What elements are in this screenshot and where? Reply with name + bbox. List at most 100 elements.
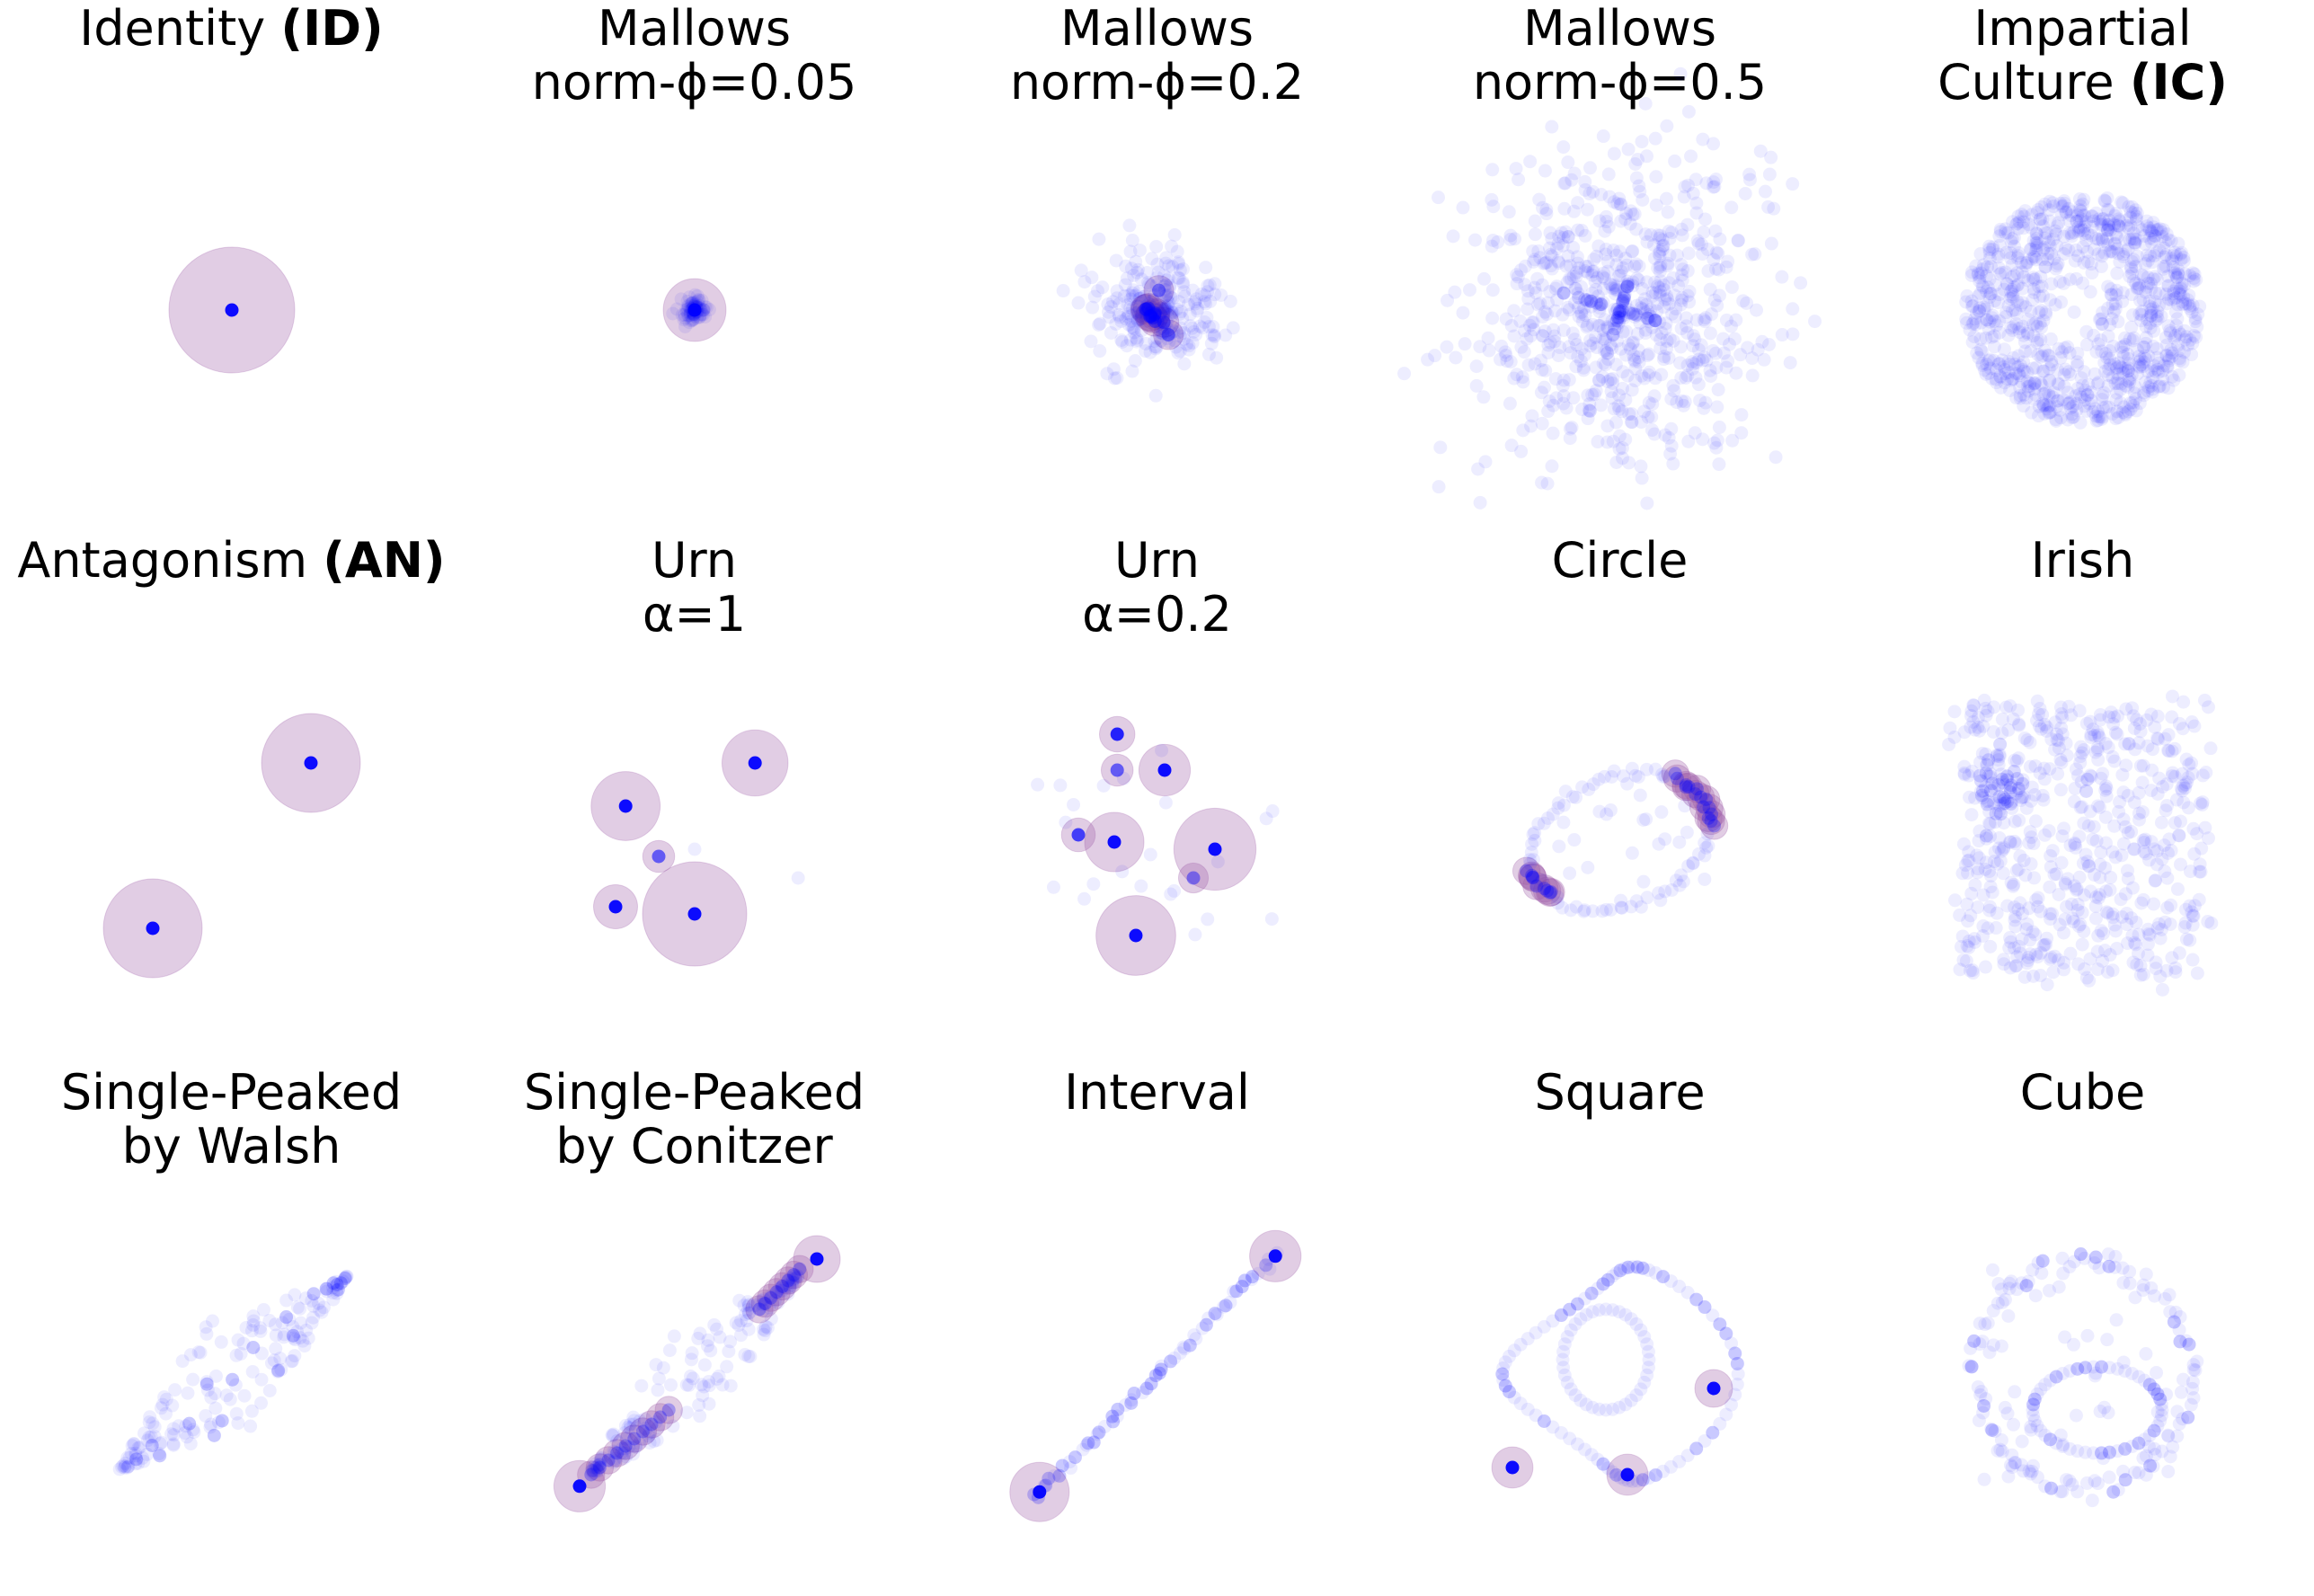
data-point bbox=[2110, 404, 2124, 419]
data-point bbox=[1964, 808, 1979, 822]
data-point bbox=[1992, 831, 2007, 846]
data-point bbox=[1719, 360, 1733, 375]
data-point bbox=[1606, 372, 1620, 386]
data-point bbox=[2123, 233, 2137, 247]
data-point bbox=[2123, 218, 2138, 233]
data-point bbox=[1990, 1443, 2005, 1458]
data-point bbox=[2011, 349, 2026, 363]
data-point bbox=[2042, 235, 2056, 250]
data-point bbox=[1600, 343, 1614, 358]
data-point bbox=[2052, 341, 2066, 356]
data-point bbox=[1495, 1367, 1510, 1381]
data-point bbox=[1622, 407, 1636, 421]
data-point bbox=[2125, 308, 2140, 323]
panel-title-line: Mallows bbox=[463, 2, 926, 56]
data-point bbox=[2041, 246, 2055, 261]
data-point bbox=[693, 1326, 707, 1341]
data-point bbox=[1084, 334, 1098, 349]
data-point bbox=[1712, 262, 1726, 277]
data-point bbox=[2044, 732, 2059, 747]
data-point bbox=[1696, 432, 1710, 447]
data-point bbox=[1681, 859, 1696, 873]
data-point bbox=[1633, 315, 1647, 330]
data-point bbox=[1680, 1449, 1695, 1463]
data-point bbox=[1574, 305, 1589, 319]
data-point bbox=[159, 1406, 173, 1421]
data-point bbox=[2164, 252, 2178, 266]
data-point bbox=[1619, 206, 1634, 220]
data-point bbox=[2050, 259, 2064, 273]
data-point bbox=[293, 1301, 307, 1316]
data-point bbox=[1983, 287, 1998, 301]
data-point bbox=[2100, 222, 2115, 236]
panel-title-line: norm-ϕ=0.2 bbox=[926, 56, 1388, 110]
data-point bbox=[2027, 1414, 2042, 1428]
data-point bbox=[2055, 1440, 2070, 1454]
data-point bbox=[734, 1314, 749, 1328]
data-point bbox=[2111, 212, 2125, 226]
data-point bbox=[2174, 281, 2188, 296]
data-point bbox=[2023, 825, 2037, 839]
data-point bbox=[2023, 947, 2037, 962]
data-point bbox=[2060, 749, 2074, 763]
data-point bbox=[186, 1423, 200, 1437]
data-point bbox=[1638, 326, 1653, 341]
data-point bbox=[1750, 303, 1764, 317]
data-point bbox=[1576, 363, 1591, 377]
data-point bbox=[1628, 374, 1643, 388]
data-point bbox=[1556, 1352, 1570, 1367]
data-point bbox=[2005, 801, 2019, 815]
data-point bbox=[1963, 790, 1977, 804]
data-point bbox=[1598, 313, 1612, 327]
data-point bbox=[1607, 146, 1621, 161]
data-point bbox=[594, 1453, 608, 1467]
data-point bbox=[1578, 264, 1592, 279]
data-point bbox=[2149, 873, 2163, 888]
data-point bbox=[2021, 384, 2035, 398]
data-point bbox=[2026, 234, 2041, 248]
data-point bbox=[2106, 297, 2120, 312]
data-point bbox=[2172, 351, 2186, 366]
data-point bbox=[2026, 272, 2041, 287]
data-point bbox=[2144, 835, 2159, 849]
data-point bbox=[2140, 713, 2154, 727]
data-point bbox=[2161, 1465, 2176, 1479]
data-point bbox=[1574, 1393, 1588, 1407]
data-point bbox=[2122, 357, 2136, 371]
data-point bbox=[1977, 1472, 1991, 1486]
data-point bbox=[2102, 362, 2116, 377]
data-point bbox=[1551, 801, 1565, 815]
data-point bbox=[1148, 319, 1162, 333]
data-point bbox=[2102, 220, 2116, 235]
data-point bbox=[1995, 1295, 2009, 1309]
panel-title: Mallows norm-ϕ=0.05 bbox=[463, 2, 926, 110]
cluster-halo bbox=[1680, 779, 1710, 809]
data-point bbox=[785, 1278, 800, 1292]
data-point bbox=[1197, 295, 1211, 309]
cluster-halo bbox=[645, 1403, 675, 1432]
data-point bbox=[2084, 257, 2098, 271]
data-point bbox=[2119, 218, 2133, 233]
data-point bbox=[2150, 245, 2164, 260]
data-point bbox=[1529, 1326, 1543, 1340]
data-point bbox=[1571, 300, 1585, 315]
data-point bbox=[2201, 915, 2215, 929]
data-point bbox=[1755, 334, 1769, 349]
data-point bbox=[2123, 205, 2138, 219]
data-point bbox=[1614, 341, 1628, 356]
data-point bbox=[2042, 406, 2056, 421]
data-point bbox=[1101, 305, 1115, 319]
data-point bbox=[2004, 321, 2018, 335]
data-point bbox=[1986, 1304, 2000, 1318]
data-point bbox=[1985, 308, 1999, 323]
data-point bbox=[2008, 303, 2022, 317]
data-point bbox=[707, 1317, 722, 1332]
data-point bbox=[2109, 227, 2123, 242]
data-point bbox=[2026, 270, 2041, 285]
data-point bbox=[1197, 315, 1211, 329]
data-point bbox=[1600, 419, 1615, 433]
data-point bbox=[2029, 244, 2044, 258]
data-point bbox=[1653, 893, 1668, 908]
panel-title-text: (AN) bbox=[323, 532, 446, 589]
data-point bbox=[1503, 355, 1518, 369]
